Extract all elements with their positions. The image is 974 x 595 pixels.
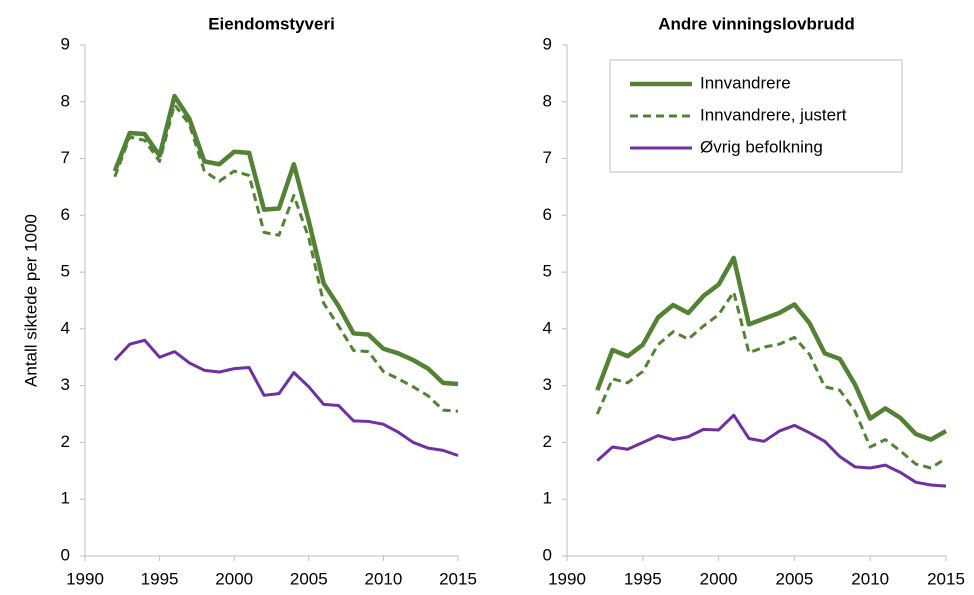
series-line: [595, 290, 947, 470]
y-tick-label: 7: [543, 148, 552, 167]
y-tick-label: 6: [543, 205, 552, 224]
y-tick-label: 6: [61, 205, 70, 224]
series-line: [596, 413, 947, 488]
chart-title: Eiendomstyveri: [208, 14, 335, 33]
y-tick-label: 1: [61, 489, 70, 508]
series-line: [595, 255, 948, 442]
y-axis-label: Antall siktede per 1000: [21, 214, 40, 387]
x-tick-label: 1990: [66, 569, 104, 588]
chart-title: Andre vinningslovbrudd: [658, 14, 854, 33]
y-tick-label: 0: [543, 545, 552, 564]
x-tick-label: 2010: [364, 569, 402, 588]
y-tick-label: 4: [543, 318, 552, 337]
y-tick-label: 9: [61, 34, 70, 53]
series-line: [112, 93, 459, 387]
x-tick-label: 1990: [548, 569, 586, 588]
y-tick-label: 3: [543, 375, 552, 394]
y-tick-label: 1: [543, 489, 552, 508]
y-tick-label: 4: [61, 318, 70, 337]
x-tick-label: 2015: [439, 569, 477, 588]
x-tick-label: 2000: [700, 569, 738, 588]
y-tick-label: 0: [61, 545, 70, 564]
series-line: [113, 103, 459, 413]
x-tick-label: 2005: [775, 569, 813, 588]
y-tick-label: 2: [61, 432, 70, 451]
x-tick-label: 1995: [141, 569, 179, 588]
x-tick-label: 2000: [215, 569, 253, 588]
series-line: [113, 338, 459, 457]
y-tick-label: 3: [61, 375, 70, 394]
legend-label: Innvandrere: [700, 73, 791, 92]
legend-label: Innvandrere, justert: [700, 105, 847, 124]
y-tick-label: 8: [543, 91, 552, 110]
x-tick-label: 2015: [927, 569, 965, 588]
y-tick-label: 5: [543, 262, 552, 281]
legend: Innvandrere Innvandrere, justert Øvrig bef…: [609, 59, 903, 173]
y-tick-label: 7: [61, 148, 70, 167]
y-tick-label: 2: [543, 432, 552, 451]
y-tick-label: 5: [61, 262, 70, 281]
x-tick-label: 2010: [851, 569, 889, 588]
y-tick-label: 9: [543, 34, 552, 53]
legend-label: Øvrig befolkning: [700, 137, 823, 156]
x-tick-label: 2005: [290, 569, 328, 588]
x-tick-label: 1995: [624, 569, 662, 588]
y-tick-label: 8: [61, 91, 70, 110]
